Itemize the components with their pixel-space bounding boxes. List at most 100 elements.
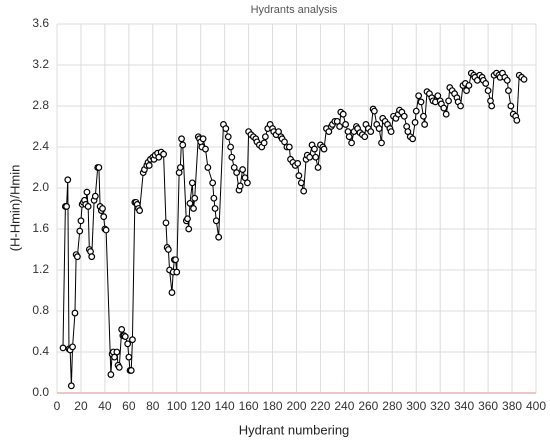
data-point <box>190 205 197 212</box>
data-point <box>294 159 302 167</box>
data-point <box>210 194 218 202</box>
y-tick-label: 0.8 <box>32 303 49 317</box>
data-point <box>378 139 385 147</box>
data-point <box>421 121 429 128</box>
data-point <box>465 82 473 89</box>
data-point <box>172 256 179 264</box>
data-point <box>164 246 172 253</box>
data-point <box>168 289 176 296</box>
data-point <box>415 92 423 100</box>
data-point <box>300 187 308 195</box>
data-point <box>295 172 303 180</box>
x-tick-label: 380 <box>502 399 522 413</box>
data-point <box>88 253 96 261</box>
x-tick-label: 0 <box>54 399 61 413</box>
data-point <box>127 367 135 374</box>
data-point <box>457 102 464 110</box>
data-point <box>173 268 181 276</box>
data-point <box>236 182 244 190</box>
data-point <box>102 226 110 234</box>
data-point <box>121 333 129 341</box>
data-point <box>412 107 420 115</box>
x-tick-label: 80 <box>146 399 160 413</box>
x-tick-label: 340 <box>454 399 474 413</box>
x-tick-label: 360 <box>478 399 498 413</box>
data-point <box>100 213 108 221</box>
x-tick-label: 240 <box>334 399 354 413</box>
x-tick-label: 280 <box>382 399 402 413</box>
y-tick-label: 1.2 <box>32 262 49 276</box>
x-tick-label: 300 <box>406 399 426 413</box>
data-point <box>370 107 378 115</box>
data-point <box>261 133 269 141</box>
x-tick-label: 40 <box>98 399 112 413</box>
chart-title: Hydrants analysis <box>251 4 338 16</box>
data-point <box>204 164 212 171</box>
data-point <box>336 123 344 130</box>
x-tick-label: 400 <box>526 399 546 413</box>
data-point <box>244 179 251 187</box>
data-point <box>411 118 419 126</box>
x-tick-label: 260 <box>358 399 378 413</box>
y-axis-label: (H-Hmin)/Hmin <box>7 165 22 252</box>
x-tick-label: 320 <box>430 399 450 413</box>
data-point <box>375 125 383 132</box>
data-point <box>417 98 425 106</box>
data-point <box>84 203 92 210</box>
data-point <box>211 205 219 212</box>
data-point <box>115 363 123 371</box>
data-point <box>505 87 512 95</box>
data-point <box>83 188 91 196</box>
data-point <box>99 205 106 212</box>
data-point <box>306 153 314 161</box>
data-point <box>260 139 268 147</box>
data-point <box>233 169 241 177</box>
data-point <box>239 166 247 173</box>
x-tick-label: 120 <box>191 399 211 413</box>
data-point <box>77 217 85 225</box>
y-tick-label: 0.0 <box>32 385 49 399</box>
data-point <box>91 192 99 200</box>
data-point <box>63 203 70 210</box>
data-point <box>215 233 223 241</box>
data-point <box>202 145 209 153</box>
data-point <box>76 227 84 235</box>
data-point <box>342 121 349 128</box>
x-tick-label: 100 <box>167 399 187 413</box>
data-point <box>339 110 347 118</box>
data-point <box>314 164 322 171</box>
data-point <box>503 76 511 84</box>
data-point <box>420 112 427 120</box>
data-point <box>184 215 191 223</box>
data-point <box>445 97 452 105</box>
data-point <box>69 343 76 351</box>
y-tick-label: 2.8 <box>32 98 49 112</box>
data-point <box>212 217 220 225</box>
data-point <box>71 309 79 317</box>
data-point <box>186 199 194 207</box>
y-tick-label: 0.4 <box>32 344 49 358</box>
x-axis-label: Hydrant numbering <box>239 422 350 437</box>
data-point <box>222 125 230 132</box>
data-point <box>387 128 395 136</box>
data-point <box>320 145 328 153</box>
data-point <box>73 253 81 261</box>
data-point <box>228 153 236 161</box>
data-point <box>442 110 450 118</box>
data-point <box>59 344 67 352</box>
data-point <box>67 382 75 390</box>
x-tick-label: 220 <box>310 399 330 413</box>
data-point <box>367 128 375 136</box>
y-tick-label: 2.0 <box>32 180 49 194</box>
data-point <box>348 139 355 147</box>
data-point <box>400 112 408 120</box>
data-point <box>488 102 496 110</box>
x-tick-label: 140 <box>215 399 235 413</box>
data-point <box>484 87 492 95</box>
x-tick-label: 180 <box>263 399 283 413</box>
data-point <box>124 340 132 348</box>
y-tick-label: 1.6 <box>32 221 49 235</box>
data-point <box>191 194 199 202</box>
data-point <box>285 143 293 151</box>
